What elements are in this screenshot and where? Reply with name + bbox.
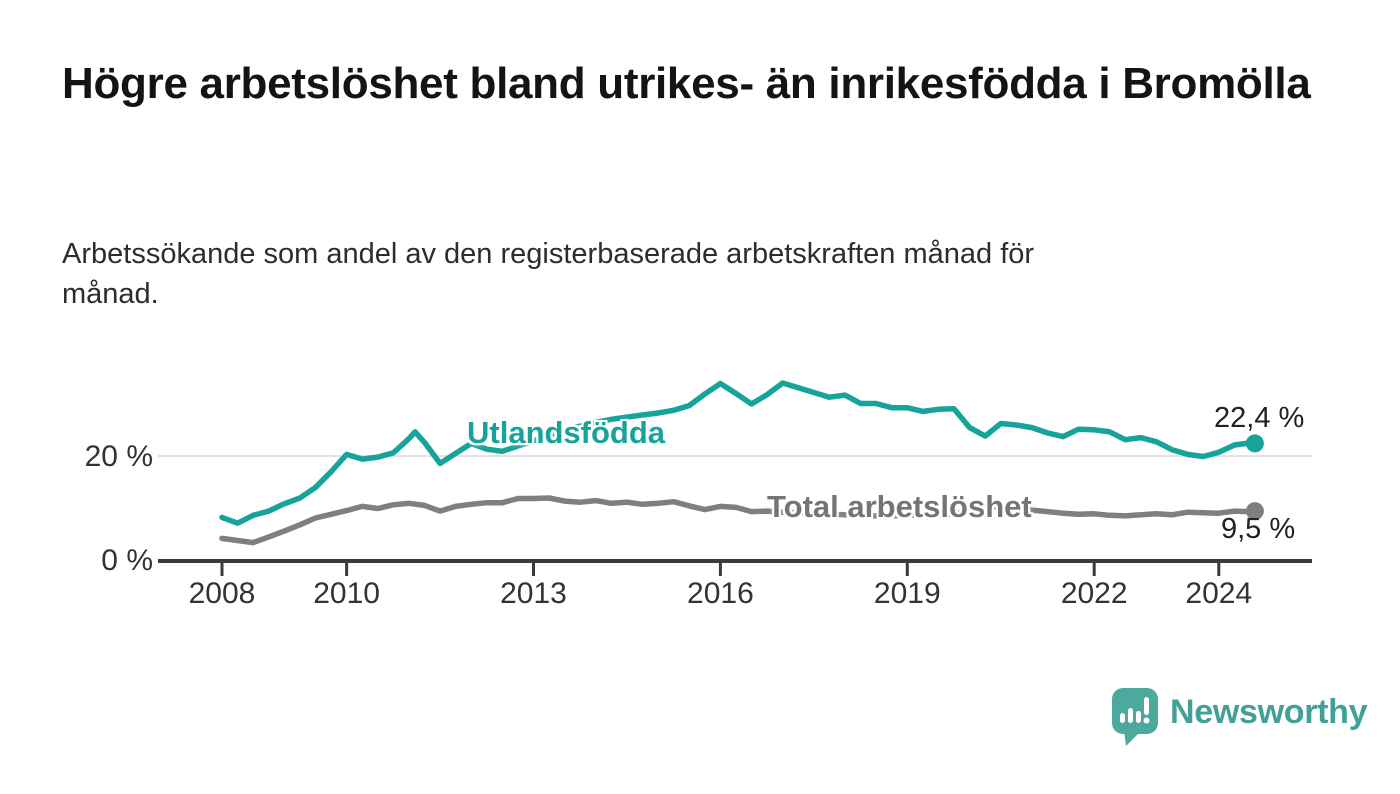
x-axis-tick-label-2008: 2008	[188, 577, 256, 610]
speech-bubble-icon	[1112, 688, 1158, 746]
x-axis-tick-label-2022: 2022	[1060, 577, 1128, 610]
total-arbetsloshet-end-dot	[1245, 502, 1264, 521]
total-arbetsloshet-series-label: Total arbetslöshet	[767, 489, 1032, 524]
total-arbetsloshet-line	[219, 495, 1258, 546]
utlandsfodda-end-dot	[1245, 434, 1264, 453]
utlandsfodda-end-value-label: 22,4 %	[1214, 402, 1305, 434]
total-arbetsloshet-end-value-label: 9,5 %	[1221, 513, 1296, 545]
utlandsfodda-series-label: Utlandsfödda	[467, 415, 666, 450]
x-axis-tick-label-2013: 2013	[500, 577, 567, 610]
y-axis-tick-label-0: 0 %	[101, 544, 153, 577]
newsworthy-logo-icon	[1112, 688, 1158, 746]
page-title: Högre arbetslöshet bland utrikes- än inr…	[62, 59, 1311, 108]
x-axis-tick-label-2010: 2010	[313, 577, 380, 610]
newsworthy-logo: Newsworthy	[1112, 688, 1368, 748]
chart-subtitle: Arbetssökande som andel av den registerb…	[62, 238, 1035, 311]
x-axis-tick-label-2024: 2024	[1185, 577, 1253, 610]
utlandsfodda-line	[219, 380, 1258, 526]
bar-chart-icon	[1120, 697, 1150, 724]
newsworthy-brand-text: Newsworthy	[1170, 693, 1368, 731]
y-axis-tick-label-20: 20 %	[84, 440, 153, 473]
x-axis-tick-label-2019: 2019	[873, 577, 941, 610]
x-axis-tick-label-2016: 2016	[687, 577, 754, 610]
